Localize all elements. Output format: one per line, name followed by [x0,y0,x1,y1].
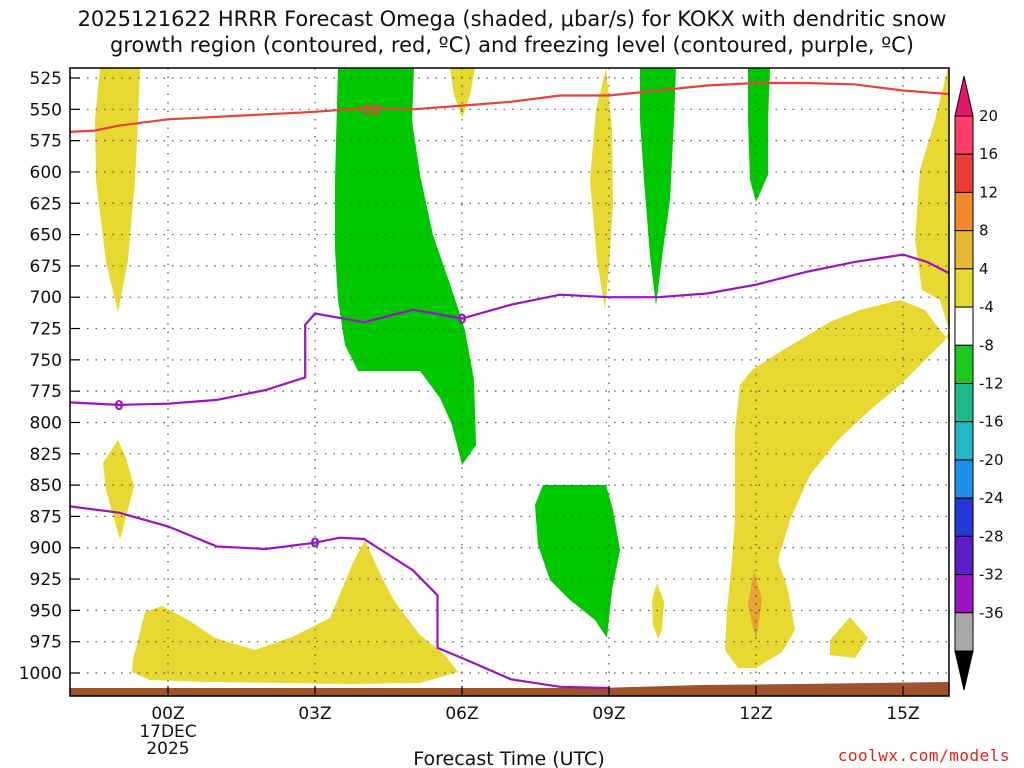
contour-line [70,81,949,133]
colorbar-segment [954,268,974,308]
colorbar-segment [954,612,974,652]
colorbar-segment [954,153,974,193]
credit-text: coolwx.com/models [837,746,1010,765]
colorbar: 20 16 12 8 4 -4 -8 -12 -16 -20 -24 -28 -32 -36 [954,75,1004,691]
colorbar-label: -12 [979,375,1004,393]
omega-negative-region [640,68,676,306]
x-tick-label: 09Z [592,704,625,724]
colorbar-label: 20 [979,107,998,125]
colorbar-segment [954,191,974,232]
colorbar-segment [954,421,974,461]
y-tick-label: 575 [30,132,62,152]
y-tick-label: 725 [30,320,62,340]
colorbar-segment [954,459,974,499]
colorbar-segment [954,497,974,537]
colorbar-label: -8 [979,336,994,354]
omega-negative-region [535,485,620,638]
colorbar-label: 16 [979,145,998,163]
y-tick-label: 675 [30,257,62,277]
ground-surface [70,682,949,696]
y-tick-label: 850 [30,476,62,496]
contour-label: 0 [310,537,319,552]
y-tick-label: 650 [30,226,62,246]
omega-positive-region [725,68,949,668]
y-tick-label: 1000 [19,664,62,684]
colorbar-label: 8 [979,222,989,240]
x-tick-label: 12Z [739,704,772,724]
y-tick-label: 625 [30,194,62,214]
colorbar-label: -16 [979,413,1004,431]
omega-shading [95,68,949,684]
omega-positive-region [103,440,134,540]
x-tick-label: 00Z [151,704,184,724]
omega-positive-region [450,68,475,118]
colorbar-top-arrow [954,75,974,117]
omega-negative-region [748,68,770,202]
colorbar-label: 4 [979,260,989,278]
y-tick-label: 925 [30,570,62,590]
colorbar-segment [954,383,974,423]
y-tick-label: 900 [30,539,62,559]
y-tick-label: 950 [30,601,62,621]
y-tick-label: 600 [30,163,62,183]
omega-positive-region [652,583,664,639]
y-tick-label: 700 [30,288,62,308]
colorbar-label: -4 [979,298,994,316]
y-tick-label: 775 [30,382,62,402]
contour-label: 0 [457,313,466,328]
contour-line [70,505,610,690]
colorbar-label: -36 [979,604,1004,622]
omega-positive-region [132,540,458,684]
x-axis-title: Forecast Time (UTC) [413,748,604,768]
colorbar-label: 12 [979,183,998,201]
y-tick-label: 750 [30,351,62,371]
contour-line [70,253,949,407]
colorbar-label: -20 [979,451,1004,469]
x-tick-label: 15Z [886,704,919,724]
y-axis: 525 550 575 600 625 650 675 700 725 750 775 800 825 8… [19,69,80,684]
x-tick-date: 17DEC [139,722,196,742]
colorbar-segment [954,574,974,614]
omega-positive-region [748,570,762,640]
omega-negative-region [335,68,476,465]
colorbar-segment [954,115,974,155]
colorbar-label: -28 [979,527,1004,545]
omega-positive-region [95,68,140,312]
omega-positive-region [830,617,868,658]
colorbar-segment [954,230,974,270]
colorbar-label: -32 [979,566,1004,584]
y-tick-label: 875 [30,507,62,527]
contour-lines: -12 0 0 0 [70,81,949,690]
contour-label: -12 [357,103,381,118]
omega-positive-region [590,68,613,310]
x-tick-year: 2025 [146,739,189,759]
x-tick-label: 06Z [445,704,478,724]
ground-terrain [70,682,949,696]
colorbar-segment [954,306,974,346]
chart-title-line2: growth region (contoured, red, ºC) and f… [110,33,914,57]
contour-label: 0 [114,399,123,414]
colorbar-segment [954,535,974,576]
y-tick-label: 825 [30,445,62,465]
colorbar-label: -24 [979,489,1004,507]
y-tick-label: 975 [30,633,62,653]
chart-title-line1: 2025121622 HRRR Forecast Omega (shaded, … [77,7,947,31]
colorbar-segment [954,344,974,384]
plot-frame [69,67,950,697]
y-tick-label: 550 [30,100,62,120]
y-tick-label: 525 [30,69,62,89]
x-tick-label: 03Z [298,704,331,724]
chart-title: 2025121622 HRRR Forecast Omega (shaded, … [0,6,1024,58]
y-tick-label: 800 [30,413,62,433]
colorbar-bottom-arrow [954,650,974,691]
